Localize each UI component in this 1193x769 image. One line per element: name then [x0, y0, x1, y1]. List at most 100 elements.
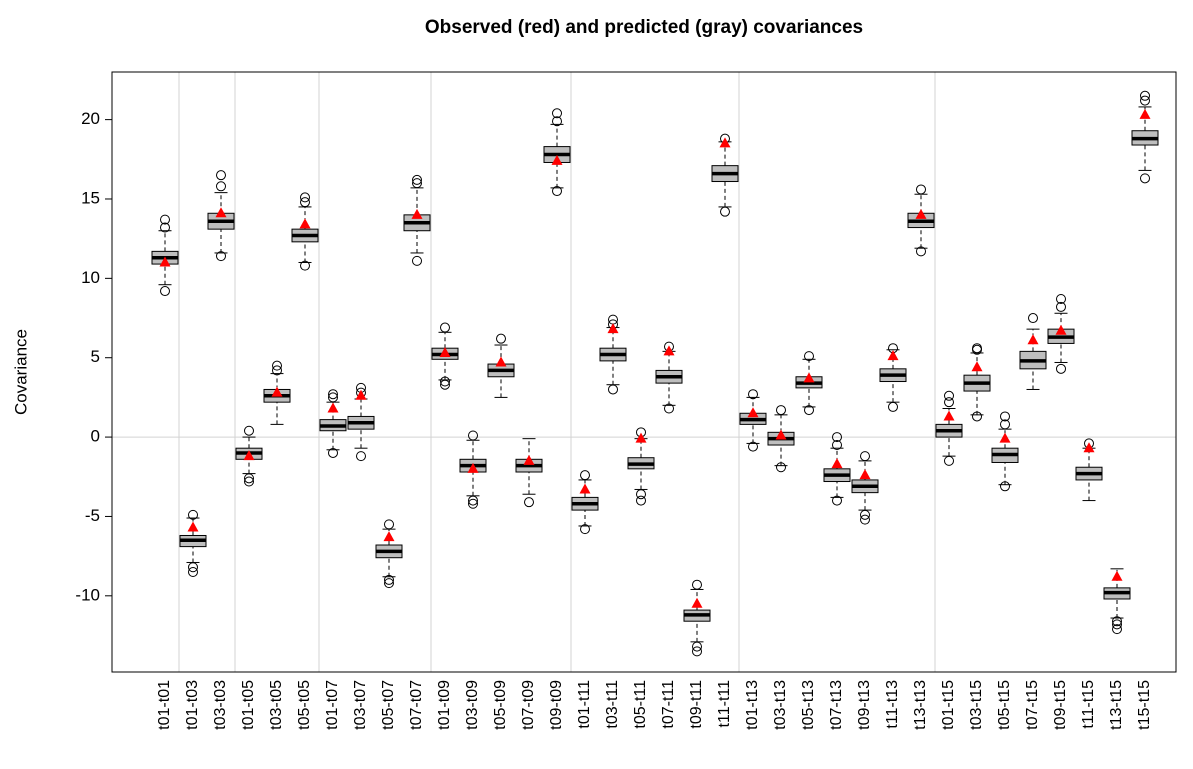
outlier	[944, 397, 954, 408]
outlier	[832, 495, 842, 506]
outlier	[636, 495, 646, 506]
outlier	[300, 197, 310, 208]
outlier	[1112, 624, 1122, 635]
x-tick-label: t03-t11	[604, 680, 621, 729]
x-tick-label: t05-t05	[296, 680, 313, 730]
outlier	[188, 567, 198, 577]
x-tick-label: t03-t05	[268, 680, 285, 730]
outlier	[468, 430, 478, 441]
x-tick-label: t01-t09	[436, 680, 453, 730]
outlier	[608, 384, 618, 395]
observed-marker	[691, 597, 703, 608]
observed-marker	[495, 356, 507, 367]
outlier	[748, 389, 758, 400]
outlier	[1140, 95, 1150, 106]
outlier	[972, 343, 982, 354]
outlier	[384, 578, 394, 589]
observed-marker	[887, 350, 899, 361]
outlier	[1056, 301, 1066, 312]
x-tick-label: t09-t09	[548, 680, 565, 730]
outlier	[160, 286, 170, 297]
outlier	[1000, 411, 1010, 422]
observed-marker	[439, 346, 451, 357]
x-tick-label: t05-t07	[380, 680, 397, 730]
outlier	[860, 509, 870, 520]
outlier	[580, 524, 590, 535]
outlier	[384, 574, 394, 585]
observed-marker	[551, 154, 563, 165]
outlier	[804, 405, 814, 416]
outlier	[944, 390, 954, 401]
outlier	[300, 192, 310, 203]
outlier	[1056, 363, 1066, 374]
outlier	[916, 246, 926, 257]
x-tick-label: t09-t11	[688, 680, 705, 729]
y-tick-label: 0	[91, 427, 100, 446]
x-tick-label: t03-t07	[352, 680, 369, 730]
observed-marker	[215, 207, 227, 218]
outlier	[272, 365, 282, 376]
outlier	[832, 440, 842, 451]
x-tick-label: t07-t07	[408, 680, 425, 730]
outlier	[1140, 90, 1150, 101]
x-tick-label: t01-t05	[240, 680, 257, 730]
observed-marker	[859, 469, 871, 480]
observed-marker	[803, 372, 815, 383]
x-tick-label: t05-t11	[632, 680, 649, 729]
outlier	[692, 641, 702, 652]
outlier	[524, 497, 534, 508]
x-tick-label: t03-t15	[968, 680, 985, 730]
outlier	[440, 322, 450, 333]
outlier	[552, 108, 562, 119]
outlier	[748, 441, 758, 452]
observed-marker	[383, 531, 395, 542]
observed-marker	[467, 462, 479, 473]
outlier	[328, 392, 338, 403]
outlier	[412, 255, 422, 266]
outlier	[412, 178, 422, 189]
x-tick-label: t01-t03	[184, 680, 201, 730]
observed-marker	[159, 256, 171, 267]
x-tick-label: t01-t13	[744, 680, 761, 730]
x-tick-label: t01-t07	[324, 680, 341, 730]
outlier	[776, 462, 786, 473]
outlier	[692, 646, 702, 657]
outlier	[160, 214, 170, 225]
outlier	[496, 333, 506, 344]
observed-marker	[411, 208, 423, 219]
plot-frame	[111, 71, 1177, 673]
outlier	[1112, 619, 1122, 630]
outlier	[888, 401, 898, 412]
observed-marker	[327, 402, 339, 413]
x-tick-label: t07-t11	[660, 680, 677, 729]
x-tick-label: t07-t13	[828, 680, 845, 730]
outlier	[244, 425, 254, 436]
observed-marker	[607, 323, 619, 334]
outlier	[244, 476, 254, 487]
observed-marker	[747, 407, 759, 418]
observed-marker	[299, 218, 311, 229]
outlier	[1056, 293, 1066, 304]
outlier	[580, 470, 590, 481]
outlier	[328, 389, 338, 400]
observed-marker	[663, 345, 675, 356]
observed-marker	[1139, 108, 1151, 119]
outlier	[160, 222, 170, 233]
x-tick-label: t13-t15	[1108, 680, 1125, 730]
x-tick-label: t01-t11	[576, 680, 593, 729]
outlier	[440, 376, 450, 387]
x-tick-label: t15-t15	[1136, 680, 1153, 730]
outlier	[804, 351, 814, 362]
outlier	[692, 579, 702, 590]
x-tick-label: t05-t15	[996, 680, 1013, 730]
outlier	[860, 451, 870, 462]
outlier	[216, 170, 226, 181]
outlier	[440, 379, 450, 390]
y-tick-label: -5	[85, 506, 100, 525]
x-tick-label: t07-t09	[520, 680, 537, 730]
outlier	[328, 447, 338, 458]
outlier	[244, 473, 254, 484]
observed-marker	[1027, 334, 1039, 345]
observed-marker	[915, 208, 927, 219]
observed-marker	[775, 429, 787, 440]
